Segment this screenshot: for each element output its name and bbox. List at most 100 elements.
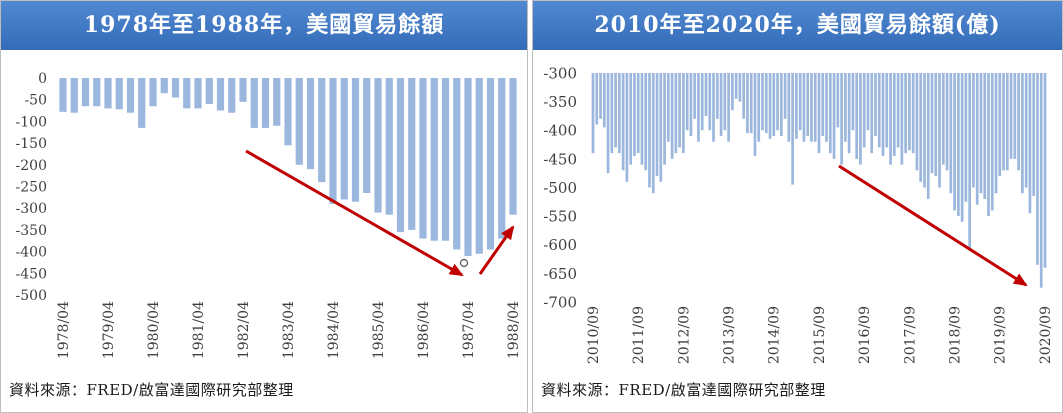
bar [821, 73, 825, 136]
x-tick-label: 2012/09 [676, 306, 692, 364]
bar [938, 73, 941, 188]
bar [783, 73, 787, 119]
x-tick-label: 2013/09 [722, 306, 738, 364]
bar [731, 73, 734, 111]
bar [629, 73, 633, 165]
x-tick-label: 1978/04 [56, 301, 72, 359]
bar [610, 73, 614, 154]
source-note: 資料來源：FRED/啟富達國際研究部整理 [9, 381, 294, 399]
bar [1009, 73, 1013, 159]
downtrend-arrow [245, 149, 464, 277]
chart-panel-2010-2020: 2010年至2020年，美國貿易餘額(億) -300 -350 -400 -450 -5… [532, 0, 1063, 413]
bar [904, 73, 907, 154]
y-tick-label: -300 [543, 64, 577, 82]
chart-title: 1978年至1988年，美國貿易餘額 [83, 12, 445, 38]
bar [836, 73, 840, 128]
bar [866, 73, 870, 131]
trade-balance-chart-2010-2020: -300 -350 -400 -450 -500 -550 -600 -650 -700 2010… [543, 64, 1054, 364]
y-tick-label: -450 [16, 266, 47, 282]
bar [70, 78, 78, 113]
bar [498, 78, 506, 239]
bar [832, 73, 836, 159]
bar [636, 73, 640, 154]
bar [1021, 73, 1024, 194]
bar [618, 73, 621, 154]
bar [911, 73, 915, 154]
bar [979, 73, 983, 194]
bar [941, 73, 945, 165]
bar [666, 73, 670, 142]
bar [614, 73, 617, 148]
bar [1039, 73, 1043, 288]
bar [885, 73, 889, 148]
bar [644, 73, 648, 171]
bar [806, 73, 810, 136]
bar [945, 73, 949, 171]
bar [776, 73, 779, 131]
bar [994, 73, 998, 194]
chart-title-header: 1978年至1988年，美國貿易餘額 [1, 1, 527, 50]
bar [318, 78, 326, 183]
bar [306, 78, 315, 170]
bar [908, 73, 911, 151]
bar [486, 78, 495, 250]
bar [693, 73, 697, 119]
bar [697, 73, 700, 142]
chart-title-header: 2010年至2020年，美國貿易餘額(億) [533, 1, 1062, 50]
bar [749, 73, 753, 134]
bar [149, 78, 157, 107]
x-tick-label: 1981/04 [191, 301, 207, 359]
x-tick-label: 1982/04 [236, 301, 252, 359]
bar [1017, 73, 1020, 171]
bar [742, 73, 746, 119]
bar [772, 73, 776, 136]
bar [363, 78, 371, 194]
bar [1013, 73, 1017, 159]
bar [396, 78, 405, 233]
bar [998, 73, 1002, 177]
bar [194, 78, 202, 109]
bar [640, 73, 644, 165]
bar [464, 78, 472, 256]
bar [284, 78, 292, 146]
bar [171, 78, 180, 98]
bar [828, 73, 832, 154]
bar [104, 78, 112, 109]
x-tick-label: 2014/09 [767, 306, 783, 364]
x-tick-label: 2019/09 [993, 306, 1009, 364]
bar [817, 73, 821, 154]
bar [295, 78, 303, 165]
bar [606, 73, 610, 174]
y-tick-label: -400 [16, 245, 47, 261]
bar [892, 73, 896, 157]
y-tick-label: -450 [543, 150, 577, 168]
bar [633, 73, 636, 157]
bar [205, 78, 213, 105]
bar [810, 73, 813, 142]
bar [700, 73, 704, 131]
bar [972, 73, 975, 188]
bar [351, 78, 360, 202]
x-tick-label: 1984/04 [326, 301, 342, 359]
y-tick-label: -650 [543, 265, 577, 283]
x-tick-label: 1979/04 [101, 301, 117, 359]
bar [719, 73, 723, 136]
bar [787, 73, 791, 142]
bar [761, 73, 764, 131]
bar [228, 78, 236, 113]
x-tick-label: 1987/04 [461, 301, 477, 359]
bar [704, 73, 708, 116]
bar [862, 73, 866, 148]
bar [659, 73, 663, 182]
bar [919, 73, 923, 182]
bar [990, 73, 994, 211]
bar [250, 78, 258, 128]
bar [419, 78, 427, 239]
bar [160, 78, 168, 94]
bar [764, 73, 768, 134]
bar-series [591, 73, 1047, 288]
bar [509, 78, 517, 215]
bar [475, 78, 483, 254]
bar [855, 73, 859, 159]
bar [261, 78, 270, 128]
